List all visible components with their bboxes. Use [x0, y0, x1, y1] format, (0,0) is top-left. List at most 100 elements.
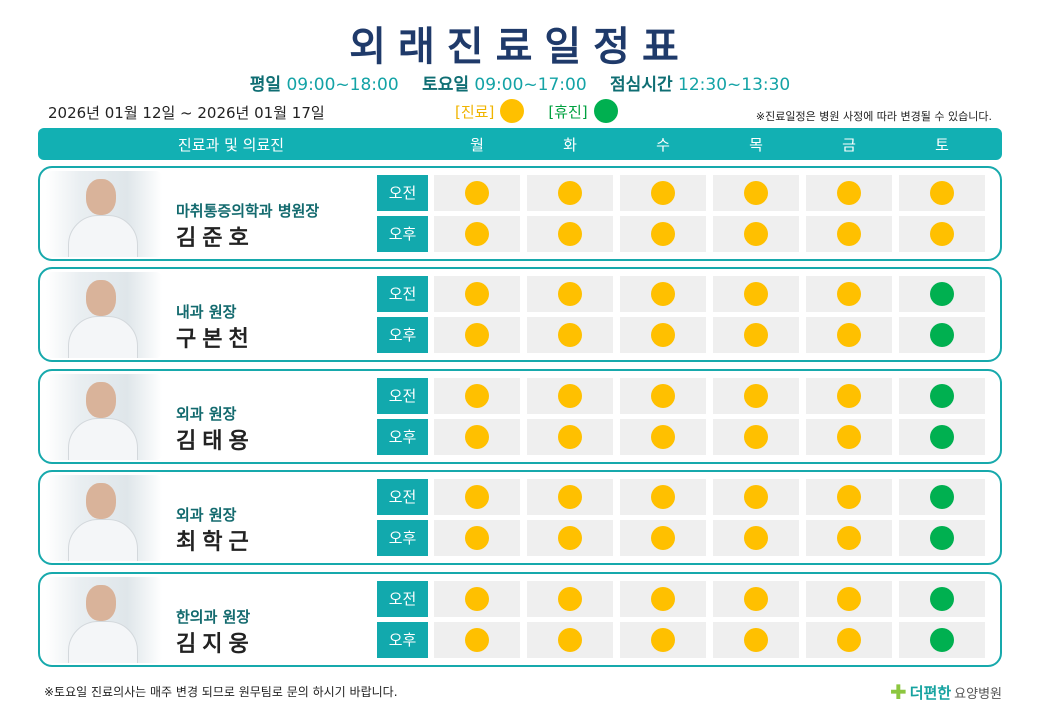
session-label: 오전	[377, 276, 428, 312]
closed-status-dot	[930, 384, 954, 408]
table-header: 진료과 및 의료진 월 화 수 목 금 토	[38, 128, 1002, 160]
open-status-dot	[837, 181, 861, 205]
doctor-photo	[46, 171, 162, 257]
doctor-name: 구본천	[176, 327, 255, 352]
doctor-name: 최학근	[176, 530, 255, 555]
open-status-dot	[558, 282, 582, 306]
schedule-cell	[527, 419, 613, 455]
header-day: 수	[656, 136, 670, 154]
schedule-cell	[713, 216, 799, 252]
schedule-cell	[527, 378, 613, 414]
open-status-dot	[651, 526, 675, 550]
doctor-dept: 내과 원장	[176, 303, 237, 321]
doctor-dept: 외과 원장	[176, 405, 237, 423]
schedule-cell	[527, 479, 613, 515]
open-status-dot	[558, 323, 582, 347]
closed-status-dot	[930, 526, 954, 550]
schedule-cell	[806, 479, 892, 515]
schedule-cell	[527, 276, 613, 312]
logo-suffix: 요양병원	[954, 686, 1002, 702]
schedule-cell	[620, 175, 706, 211]
schedule-cell	[899, 419, 985, 455]
closed-status-dot	[930, 282, 954, 306]
open-status-dot	[744, 526, 768, 550]
header-day: 화	[563, 136, 577, 154]
schedule-cell	[806, 175, 892, 211]
doctor-name: 김준호	[176, 226, 255, 251]
open-status-dot	[651, 587, 675, 611]
open-status-dot	[651, 282, 675, 306]
doctor-name: 김태용	[176, 429, 255, 454]
open-status-dot	[744, 485, 768, 509]
schedule-cell	[620, 479, 706, 515]
header-day: 금	[842, 136, 856, 154]
open-status-dot	[465, 425, 489, 449]
open-status-dot	[930, 222, 954, 246]
session-label: 오전	[377, 378, 428, 414]
schedule-cell	[620, 520, 706, 556]
legend-open-label: [진료]	[455, 102, 495, 121]
header-doctor: 진료과 및 의료진	[177, 136, 285, 154]
open-status-dot	[837, 222, 861, 246]
closed-status-dot	[930, 587, 954, 611]
schedule-cell	[620, 622, 706, 658]
open-status-dot	[651, 485, 675, 509]
open-status-dot	[837, 587, 861, 611]
open-status-dot	[744, 425, 768, 449]
schedule-cell	[713, 175, 799, 211]
open-status-dot	[837, 323, 861, 347]
session-label: 오전	[377, 175, 428, 211]
schedule-cell	[620, 581, 706, 617]
schedule-cell	[806, 581, 892, 617]
open-status-dot	[558, 526, 582, 550]
schedule-cell	[434, 216, 520, 252]
header-day: 월	[470, 136, 484, 154]
doctor-dept: 마취통증의학과 병원장	[176, 202, 320, 220]
doctor-photo	[46, 475, 162, 561]
schedule-cell	[434, 581, 520, 617]
schedule-cell	[899, 216, 985, 252]
open-status-dot	[651, 181, 675, 205]
closed-status-dot	[930, 628, 954, 652]
doctor-card: 마취통증의학과 병원장 김준호 오전 오후	[38, 166, 1002, 261]
legend-open-dot	[500, 99, 525, 123]
closed-status-dot	[930, 485, 954, 509]
schedule-cell	[713, 419, 799, 455]
open-status-dot	[465, 282, 489, 306]
schedule-cell	[434, 175, 520, 211]
schedule-cell	[806, 216, 892, 252]
legend-closed-dot	[593, 99, 618, 123]
session-label: 오후	[377, 520, 428, 556]
open-status-dot	[744, 587, 768, 611]
open-status-dot	[744, 222, 768, 246]
schedule-notice: ※진료일정은 병원 사정에 따라 변경될 수 있습니다.	[755, 110, 992, 123]
open-status-dot	[465, 222, 489, 246]
open-status-dot	[651, 384, 675, 408]
open-status-dot	[465, 323, 489, 347]
open-status-dot	[558, 628, 582, 652]
session-label: 오전	[377, 479, 428, 515]
weekday-label: 평일	[249, 75, 282, 95]
schedule-cell	[899, 378, 985, 414]
schedule-cell	[434, 479, 520, 515]
open-status-dot	[558, 587, 582, 611]
open-status-dot	[558, 384, 582, 408]
open-status-dot	[465, 384, 489, 408]
doctor-card: 내과 원장 구본천 오전 오후	[38, 267, 1002, 362]
session-label: 오전	[377, 581, 428, 617]
open-status-dot	[558, 485, 582, 509]
schedule-cell	[620, 317, 706, 353]
closed-status-dot	[930, 425, 954, 449]
open-status-dot	[465, 628, 489, 652]
session-label: 오후	[377, 622, 428, 658]
schedule-cell	[713, 520, 799, 556]
schedule-cell	[899, 520, 985, 556]
open-status-dot	[837, 282, 861, 306]
schedule-cell	[899, 479, 985, 515]
schedule-cell	[527, 216, 613, 252]
hospital-logo: ✚ 더편한 요양병원	[890, 680, 1002, 704]
doctor-photo	[46, 577, 162, 663]
logo-brand: 더편한	[909, 683, 952, 702]
schedule-cell	[899, 622, 985, 658]
schedule-cell	[527, 317, 613, 353]
